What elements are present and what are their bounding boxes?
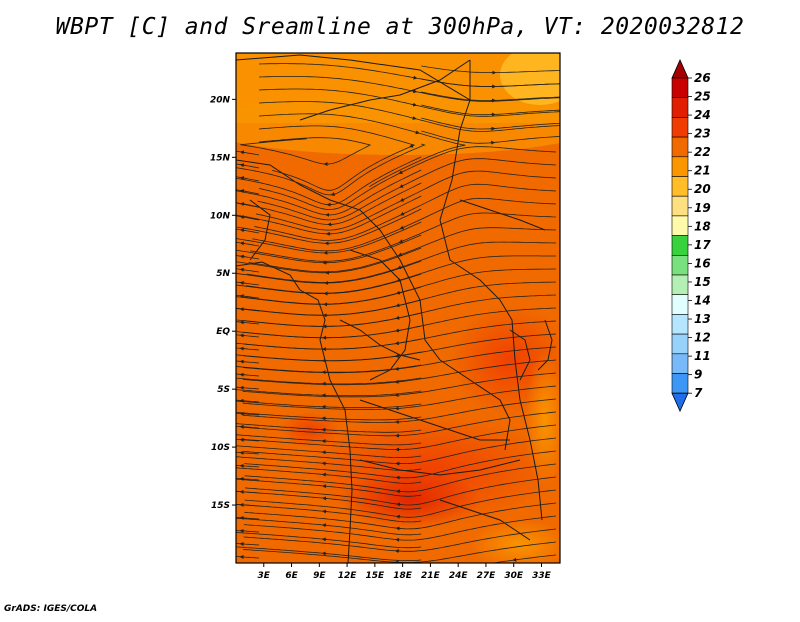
lat-tick-label: 15N — [210, 153, 231, 163]
lon-tick-label: 9E — [313, 571, 326, 581]
colorbar: 26 25 24 23 22 21 20 19 18 17 16 15 14 13 12 11 9 7 — [672, 60, 711, 411]
colorbar-label: 18 — [694, 219, 711, 233]
colorbar-label: 12 — [694, 331, 711, 345]
wbpt-cool-southeast — [525, 350, 565, 490]
longitude-axis: 3E 6E 9E 12E 15E 18E 21E 24E 27E 30E 33E — [258, 563, 552, 581]
lat-tick-label: 15S — [211, 501, 230, 511]
colorbar-segment — [672, 78, 688, 98]
colorbar-segment — [672, 314, 688, 334]
lon-tick-label: 33E — [532, 571, 552, 581]
lon-tick-label: 3E — [258, 571, 271, 581]
colorbar-segment — [672, 374, 688, 394]
lon-tick-label: 21E — [421, 571, 441, 581]
lat-tick-label: 20N — [210, 95, 231, 105]
lon-tick-label: 30E — [504, 571, 524, 581]
lon-tick-label: 15E — [366, 571, 386, 581]
lon-tick-label: 18E — [393, 571, 413, 581]
colorbar-label: 16 — [694, 256, 711, 270]
wbpt-warm-core — [340, 470, 480, 530]
wbpt-north-east-patch — [500, 45, 580, 105]
latitude-axis: 20N 15N 10N 5N EQ 5S 10S 15S — [210, 95, 236, 511]
lat-tick-label: 10S — [211, 443, 230, 453]
colorbar-top-arrow — [672, 60, 688, 78]
colorbar-label: 17 — [694, 238, 711, 252]
colorbar-bottom-arrow — [672, 393, 688, 411]
lon-tick-label: 12E — [338, 571, 358, 581]
colorbar-label: 15 — [694, 275, 711, 289]
colorbar-segment — [672, 117, 688, 137]
colorbar-label: 26 — [694, 71, 711, 85]
colorbar-segment — [672, 354, 688, 374]
colorbar-label: 24 — [694, 108, 711, 122]
colorbar-label: 7 — [694, 386, 703, 400]
colorbar-label: 14 — [694, 293, 711, 307]
colorbar-segment — [672, 196, 688, 216]
lon-tick-label: 27E — [477, 571, 497, 581]
colorbar-segment — [672, 275, 688, 295]
colorbar-segment — [672, 236, 688, 256]
colorbar-segment — [672, 177, 688, 197]
colorbar-label: 13 — [694, 312, 711, 326]
lat-tick-label: 10N — [210, 211, 231, 221]
colorbar-segment — [672, 255, 688, 275]
streamline-arrow — [242, 243, 245, 244]
colorbar-segment — [672, 157, 688, 177]
lat-tick-label: 5S — [217, 385, 230, 395]
colorbar-segment — [672, 295, 688, 315]
lon-tick-label: 6E — [285, 571, 298, 581]
map-area — [200, 45, 600, 570]
colorbar-segment — [672, 137, 688, 157]
streamline-arrow — [242, 152, 245, 153]
streamline-arrow — [242, 256, 245, 257]
lat-tick-label: EQ — [216, 327, 230, 337]
lat-tick-label: 5N — [216, 269, 230, 279]
colorbar-label: 20 — [694, 182, 711, 196]
colorbar-label: 11 — [694, 349, 711, 363]
lon-tick-label: 24E — [449, 571, 469, 581]
colorbar-segment — [672, 98, 688, 118]
grads-credit: GrADS: IGES/COLA — [4, 604, 97, 614]
colorbar-label: 22 — [694, 145, 711, 159]
colorbar-label: 25 — [694, 90, 711, 104]
colorbar-label: 21 — [694, 164, 711, 178]
colorbar-segment — [672, 334, 688, 354]
colorbar-label: 23 — [694, 127, 711, 141]
colorbar-label: 19 — [694, 201, 711, 215]
colorbar-segment — [672, 216, 688, 236]
colorbar-label: 9 — [694, 368, 702, 382]
